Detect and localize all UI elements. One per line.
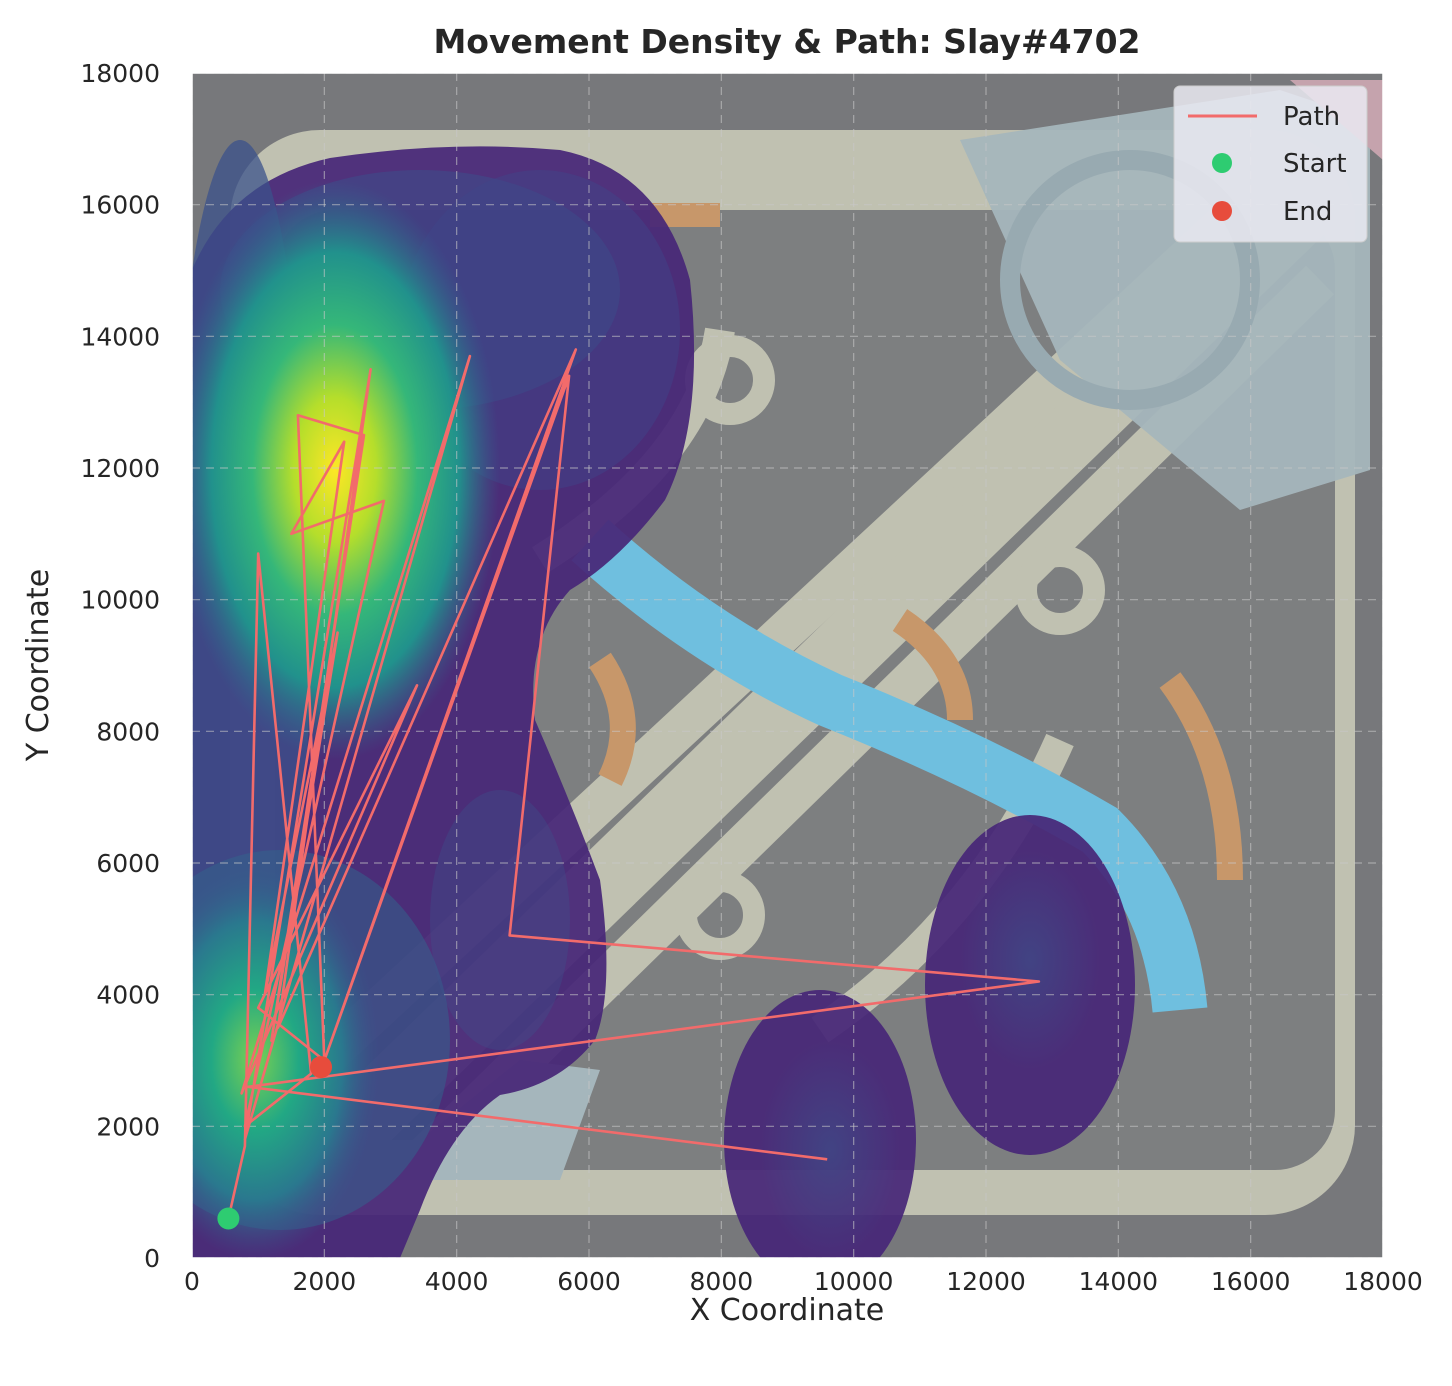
- y-tick-label: 2000: [96, 1112, 160, 1141]
- plot-area: [192, 73, 1383, 1258]
- x-tick-label: 12000: [946, 1267, 1026, 1296]
- end-marker: [310, 1056, 333, 1079]
- density-hotspot-south-west: [192, 860, 380, 1258]
- x-tick-label: 0: [184, 1267, 200, 1296]
- x-tick-label: 18000: [1343, 1267, 1423, 1296]
- density-heatmap: [192, 140, 1135, 1258]
- x-axis-title: X Coordinate: [690, 1293, 885, 1328]
- density-hotspot-north-west: [192, 180, 500, 760]
- legend-start-label: Start: [1283, 149, 1347, 179]
- legend-path-label: Path: [1283, 102, 1340, 132]
- x-tick-label: 16000: [1211, 1267, 1291, 1296]
- density-hotspot-southeast-b: [960, 850, 1100, 1070]
- x-tick-label: 4000: [425, 1267, 489, 1296]
- y-tick-label: 10000: [80, 586, 160, 615]
- x-tick-label: 8000: [690, 1267, 754, 1296]
- x-tick-label: 10000: [814, 1267, 894, 1296]
- x-axis-ticks: 0 2000 4000 6000 8000 10000 12000 14000 16000 180…: [184, 1267, 1423, 1296]
- legend: Path Start End: [1173, 85, 1368, 243]
- x-tick-label: 6000: [557, 1267, 621, 1296]
- density-band-center: [430, 790, 570, 1050]
- y-tick-label: 8000: [96, 717, 160, 746]
- start-marker: [217, 1207, 240, 1230]
- legend-end-label: End: [1283, 197, 1332, 227]
- y-tick-label: 6000: [96, 849, 160, 878]
- y-tick-label: 12000: [80, 454, 160, 483]
- y-tick-label: 14000: [80, 322, 160, 351]
- plot-frame: [191, 72, 1384, 1259]
- movement-path: [227, 348, 1041, 1219]
- y-tick-label: 18000: [80, 59, 160, 88]
- y-tick-label: 16000: [80, 191, 160, 220]
- chart-title: Movement Density & Path: Slay#4702: [433, 22, 1140, 61]
- density-hotspot-southeast-a: [760, 1040, 900, 1258]
- legend-end-swatch: [1212, 201, 1232, 221]
- y-tick-label: 0: [144, 1244, 160, 1273]
- legend-start-swatch: [1212, 153, 1232, 173]
- y-axis-title: Y Coordinate: [21, 569, 56, 762]
- y-tick-label: 4000: [96, 981, 160, 1010]
- y-axis-ticks: 0 2000 4000 6000 8000 10000 12000 14000 16000 180…: [80, 59, 160, 1273]
- x-tick-label: 14000: [1079, 1267, 1159, 1296]
- x-tick-label: 2000: [293, 1267, 357, 1296]
